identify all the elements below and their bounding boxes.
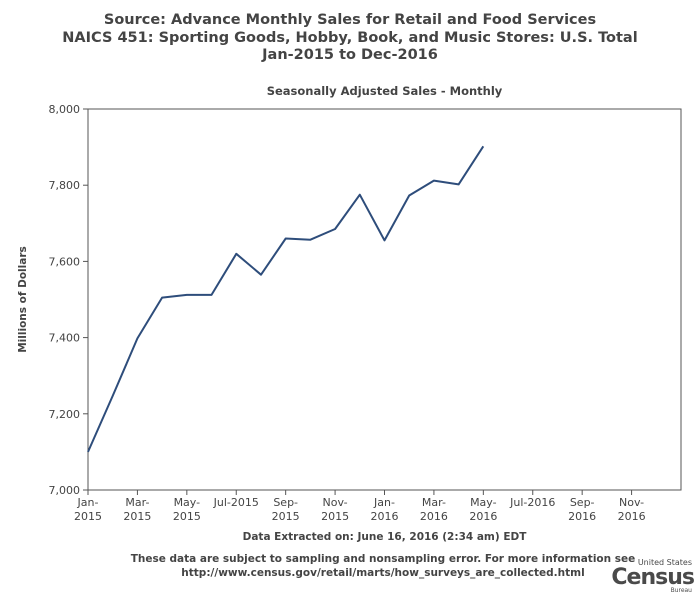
x-tick-label-line: May- — [470, 496, 497, 509]
x-tick-label: Jul-2016 — [509, 496, 555, 509]
y-axis-title: Millions of Dollars — [17, 246, 29, 353]
disclaimer-line-1: These data are subject to sampling and n… — [130, 553, 636, 565]
x-tick-label-line: Sep- — [570, 496, 595, 509]
x-tick-label-line: 2016 — [371, 510, 399, 523]
x-tick-label-line: 2015 — [321, 510, 349, 523]
y-tick-label: 7,600 — [49, 255, 81, 268]
chart-title-line-2: NAICS 451: Sporting Goods, Hobby, Book, … — [62, 29, 638, 46]
y-tick-label: 7,200 — [49, 408, 81, 421]
x-tick-label: Mar-2015 — [123, 496, 151, 523]
x-tick-label: Sep-2015 — [272, 496, 300, 523]
logo-main-text: Census — [611, 565, 695, 590]
chart-subtitle: Seasonally Adjusted Sales - Monthly — [266, 84, 503, 98]
x-tick-label-line: Mar- — [125, 496, 149, 509]
x-tick-label-line: Nov- — [619, 496, 644, 509]
x-tick-label: Jul-2015 — [213, 496, 259, 509]
x-tick-label-line: Jul-2015 — [213, 496, 259, 509]
x-tick-label-line: 2016 — [420, 510, 448, 523]
x-tick-label: Jan-2015 — [74, 496, 102, 523]
chart-title-line-3: Jan-2015 to Dec-2016 — [262, 47, 438, 63]
x-tick-label-line: Jan- — [77, 496, 99, 509]
x-tick-label-line: 2016 — [618, 510, 646, 523]
y-tick-label: 7,800 — [49, 179, 81, 192]
x-tick-label: Nov-2015 — [321, 496, 349, 523]
x-tick-label-line: May- — [174, 496, 201, 509]
x-tick-label-line: 2015 — [272, 510, 300, 523]
x-tick-label-line: 2015 — [123, 510, 151, 523]
logo-bottom-text: Bureau — [670, 587, 692, 594]
series-line — [87, 145, 485, 453]
x-tick-label: Jan-2016 — [371, 496, 399, 523]
logo-top-text: United States — [637, 558, 692, 567]
x-tick-label-line: Mar- — [422, 496, 446, 509]
x-tick-label-line: Jan- — [373, 496, 395, 509]
chart-title: Source: Advance Monthly Sales for Retail… — [0, 12, 700, 65]
x-tick-label-line: 2016 — [469, 510, 497, 523]
x-tick-label-line: 2016 — [568, 510, 596, 523]
x-tick-label: May-2015 — [173, 496, 201, 523]
chart-title-line-1: Source: Advance Monthly Sales for Retail… — [103, 12, 597, 28]
disclaimer-line-2: http://www.census.gov/retail/marts/how_s… — [181, 566, 585, 579]
x-tick-label: Nov-2016 — [618, 496, 646, 523]
x-tick-label-line: 2015 — [173, 510, 201, 523]
x-tick-label-line: Sep- — [273, 496, 298, 509]
plot-frame — [87, 108, 682, 491]
x-tick-label-line: Nov- — [323, 496, 348, 509]
y-tick-label: 7,400 — [49, 332, 81, 345]
x-tick-label-line: 2015 — [74, 510, 102, 523]
x-tick-label: Sep-2016 — [568, 496, 596, 523]
x-tick-label: May-2016 — [469, 496, 497, 523]
y-tick-label: 7,000 — [49, 484, 81, 497]
x-tick-label: Mar-2016 — [420, 496, 448, 523]
y-tick-label: 8,000 — [49, 103, 81, 116]
disclaimer-note: These data are subject to sampling and n… — [0, 553, 700, 580]
census-bureau-logo: United States Census Bureau — [611, 558, 695, 594]
data-extracted-note: Data Extracted on: June 16, 2016 (2:34 a… — [242, 531, 527, 543]
x-tick-label-line: Jul-2016 — [509, 496, 555, 509]
